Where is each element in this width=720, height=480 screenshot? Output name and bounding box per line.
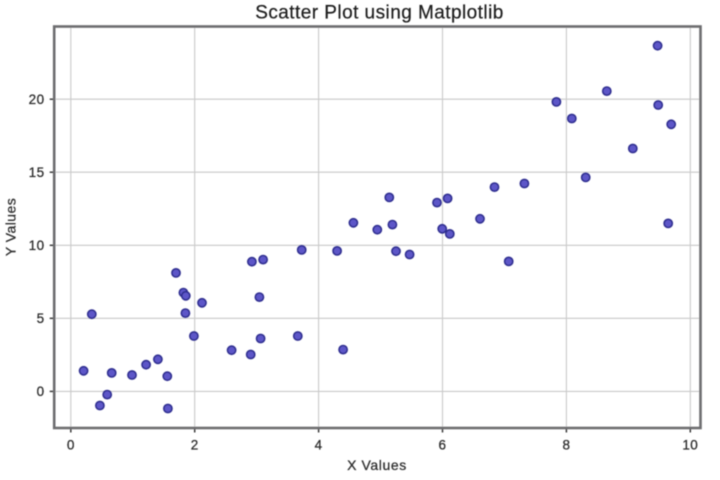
svg-text:X Values: X Values — [347, 457, 407, 473]
svg-text:Y Values: Y Values — [3, 198, 19, 256]
svg-text:0: 0 — [67, 437, 75, 452]
svg-text:10: 10 — [682, 437, 698, 452]
svg-text:0: 0 — [37, 384, 45, 399]
svg-text:10: 10 — [29, 238, 45, 253]
svg-text:Scatter Plot using Matplotlib: Scatter Plot using Matplotlib — [255, 2, 504, 23]
svg-text:4: 4 — [315, 437, 323, 452]
svg-text:2: 2 — [191, 437, 199, 452]
svg-text:8: 8 — [562, 437, 570, 452]
svg-text:20: 20 — [29, 92, 45, 107]
svg-text:5: 5 — [37, 311, 45, 326]
svg-text:6: 6 — [439, 437, 447, 452]
svg-text:15: 15 — [29, 165, 45, 180]
